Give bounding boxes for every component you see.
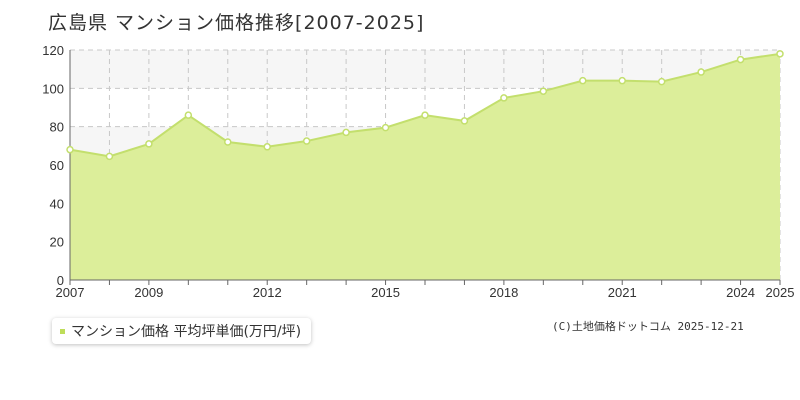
series-area <box>70 53 780 281</box>
legend-marker <box>60 328 65 334</box>
data-point <box>145 140 153 148</box>
data-point <box>500 94 508 102</box>
y-tick-label: 100 <box>42 81 64 96</box>
data-point <box>776 50 784 58</box>
x-tick-label: 2025 <box>766 285 795 300</box>
copyright-credit: (C)土地価格ドットコム 2025-12-21 <box>552 320 744 333</box>
y-tick-label: 80 <box>50 120 64 135</box>
legend-label: マンション価格 平均坪単価(万円/坪) <box>71 324 302 340</box>
x-tick-label: 2015 <box>371 285 400 300</box>
x-tick-label: 2012 <box>253 285 282 300</box>
data-point <box>105 152 114 161</box>
data-point <box>579 76 587 85</box>
legend: マンション価格 平均坪単価(万円/坪) <box>52 318 312 344</box>
x-tick-label: 2021 <box>608 285 637 300</box>
x-tick-label: 2018 <box>489 285 518 300</box>
data-point <box>302 137 311 145</box>
data-point <box>460 117 469 125</box>
data-point <box>342 128 350 137</box>
y-tick-label: 60 <box>50 158 64 173</box>
y-tick-label: 40 <box>50 196 64 211</box>
y-tick-labels: 0 20 40 60 80 100 120 <box>42 43 64 288</box>
data-point <box>381 123 390 132</box>
x-tick-label: 2024 <box>726 285 755 300</box>
price-chart: 0 20 40 60 80 100 120 2007 2009 2012 2015 2018 2021… <box>42 43 795 300</box>
data-point <box>224 138 232 146</box>
x-tick-labels: 2007 2009 2012 2015 2018 2021 2024 2025 <box>56 285 795 300</box>
x-tick-label: 2007 <box>56 285 85 300</box>
y-tick-label: 20 <box>50 235 64 250</box>
data-point <box>657 77 666 86</box>
data-point <box>421 111 429 119</box>
data-point <box>539 87 548 95</box>
data-point <box>736 55 745 64</box>
x-tick-label: 2009 <box>134 285 163 300</box>
page-title: 広島県 マンション価格推移[2007-2025] <box>48 12 425 34</box>
y-tick-label: 0 <box>57 273 64 288</box>
chart-axes <box>69 50 781 285</box>
chart-points <box>66 50 784 161</box>
data-point <box>697 68 705 76</box>
data-point <box>263 143 271 151</box>
data-point <box>618 76 626 85</box>
data-point <box>184 111 193 119</box>
y-tick-label: 120 <box>42 43 64 58</box>
data-point <box>66 145 74 154</box>
